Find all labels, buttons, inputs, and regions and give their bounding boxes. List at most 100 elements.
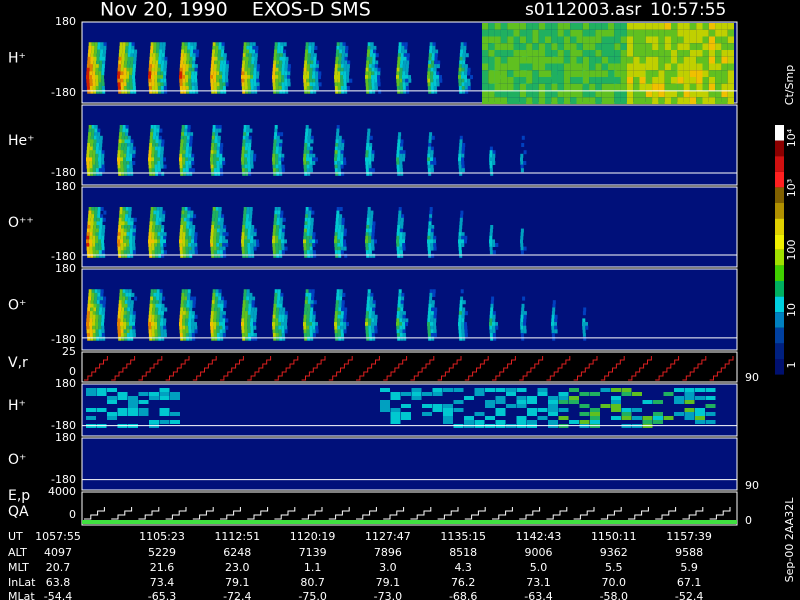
spectrum-cell	[432, 292, 436, 297]
spectrum-cell	[335, 300, 339, 305]
spectrum-cell	[153, 42, 157, 47]
spectrum-cell	[210, 250, 214, 255]
spectrum-cell	[219, 82, 223, 87]
spectrum-cell	[365, 78, 369, 83]
spectrum-cell	[98, 78, 102, 83]
spectrum-cell	[126, 75, 129, 80]
spectrum-cell	[149, 225, 153, 229]
spectrum-cell	[129, 232, 133, 237]
spectrum-cell	[276, 303, 280, 308]
spectrum-cell	[101, 243, 105, 247]
spectrum-cell	[126, 157, 129, 162]
spectrum-cell	[127, 60, 131, 65]
spectrum-cell	[620, 56, 627, 64]
spectrum-cell	[186, 253, 190, 258]
spectrum-cell	[318, 71, 322, 76]
spectrum-cell	[431, 53, 435, 58]
spectrum-cell	[464, 332, 468, 338]
spectrum-cell	[151, 228, 155, 233]
spectrum-cell	[396, 146, 400, 151]
spectrum-cell	[138, 400, 149, 404]
spectrum-cell	[180, 139, 184, 144]
spectrum-cell	[154, 153, 158, 158]
spectrum-cell	[400, 53, 404, 58]
spectrum-cell	[246, 128, 250, 133]
spectrum-cell	[211, 336, 215, 341]
spectrum-cell	[307, 217, 311, 222]
spectrum-cell	[184, 125, 188, 129]
spectrum-cell	[87, 53, 91, 58]
spectrum-cell	[278, 329, 282, 334]
spectrum-cell	[121, 60, 125, 65]
spectrum-cell	[256, 239, 259, 244]
spectrum-cell	[338, 336, 342, 341]
spectrum-cell	[160, 85, 164, 91]
spectrum-cell	[303, 161, 307, 165]
spectrum-cell	[213, 239, 216, 244]
spectrum-cell	[219, 71, 223, 76]
spectrum-cell	[683, 43, 690, 50]
spectrum-cell	[241, 311, 245, 316]
spectrum-cell	[428, 300, 432, 305]
spectrum-cell	[683, 50, 690, 57]
spectrum-cell	[557, 23, 564, 30]
panel-background	[81, 437, 738, 491]
spectrum-cell	[306, 161, 310, 165]
spectrum-cell	[516, 416, 527, 420]
spectrum-cell	[309, 71, 313, 76]
spectrum-cell	[427, 157, 430, 162]
spectrum-cell	[365, 71, 369, 76]
spectrum-cell	[366, 221, 370, 226]
spectrum-cell	[221, 45, 225, 50]
spectrum-cell	[369, 171, 373, 176]
spectrum-cell	[89, 332, 93, 338]
spectrum-cell	[101, 168, 105, 173]
spectrum-cell	[370, 296, 374, 301]
spectrum-cell	[306, 146, 310, 151]
spectrum-cell	[123, 150, 127, 155]
spectrum-cell	[163, 64, 167, 69]
spectrum-cell	[304, 143, 308, 147]
spectrum-cell	[126, 243, 130, 247]
spectrum-cell	[277, 42, 281, 47]
spectrum-cell	[715, 43, 722, 50]
spectrum-cell	[211, 221, 215, 226]
spectrum-cell	[244, 150, 248, 155]
spectrum-cell	[337, 85, 341, 91]
spectrum-cell	[241, 250, 245, 255]
spectrum-cell	[216, 168, 220, 173]
spectrum-cell	[365, 243, 369, 247]
spectrum-cell	[494, 70, 501, 77]
spectrum-cell	[303, 164, 307, 169]
spectrum-cell	[219, 243, 223, 247]
spectrum-cell	[554, 329, 558, 334]
spectrum-cell	[126, 250, 130, 255]
spectrum-cell	[132, 75, 135, 80]
table-cell: 1.1	[304, 561, 322, 574]
spectrum-cell	[183, 253, 187, 258]
spectrum-cell	[458, 75, 461, 80]
spectrum-cell	[241, 332, 245, 338]
spectrum-cell	[214, 135, 218, 140]
spectrum-cell	[250, 228, 254, 233]
spectrum-cell	[150, 49, 154, 54]
spectrum-cell	[98, 157, 101, 162]
spectrum-cell	[210, 168, 214, 173]
spectrum-cell	[304, 336, 308, 341]
spectrum-cell	[250, 232, 254, 237]
spectrum-cell	[179, 67, 183, 72]
spectrum-cell	[210, 75, 213, 80]
file-name: s0112003.asr	[525, 0, 641, 20]
axis-tick-label: 180	[55, 431, 76, 444]
spectrum-cell	[253, 322, 256, 327]
spectrum-cell	[222, 64, 226, 69]
spectrum-cell	[406, 56, 410, 61]
spectrum-cell	[272, 250, 276, 255]
spectrum-cell	[532, 50, 539, 57]
spectrum-cell	[608, 77, 615, 84]
spectrum-cell	[433, 161, 437, 165]
spectrum-cell	[346, 85, 350, 91]
spectrum-cell	[368, 228, 372, 233]
spectrum-cell	[126, 235, 130, 240]
